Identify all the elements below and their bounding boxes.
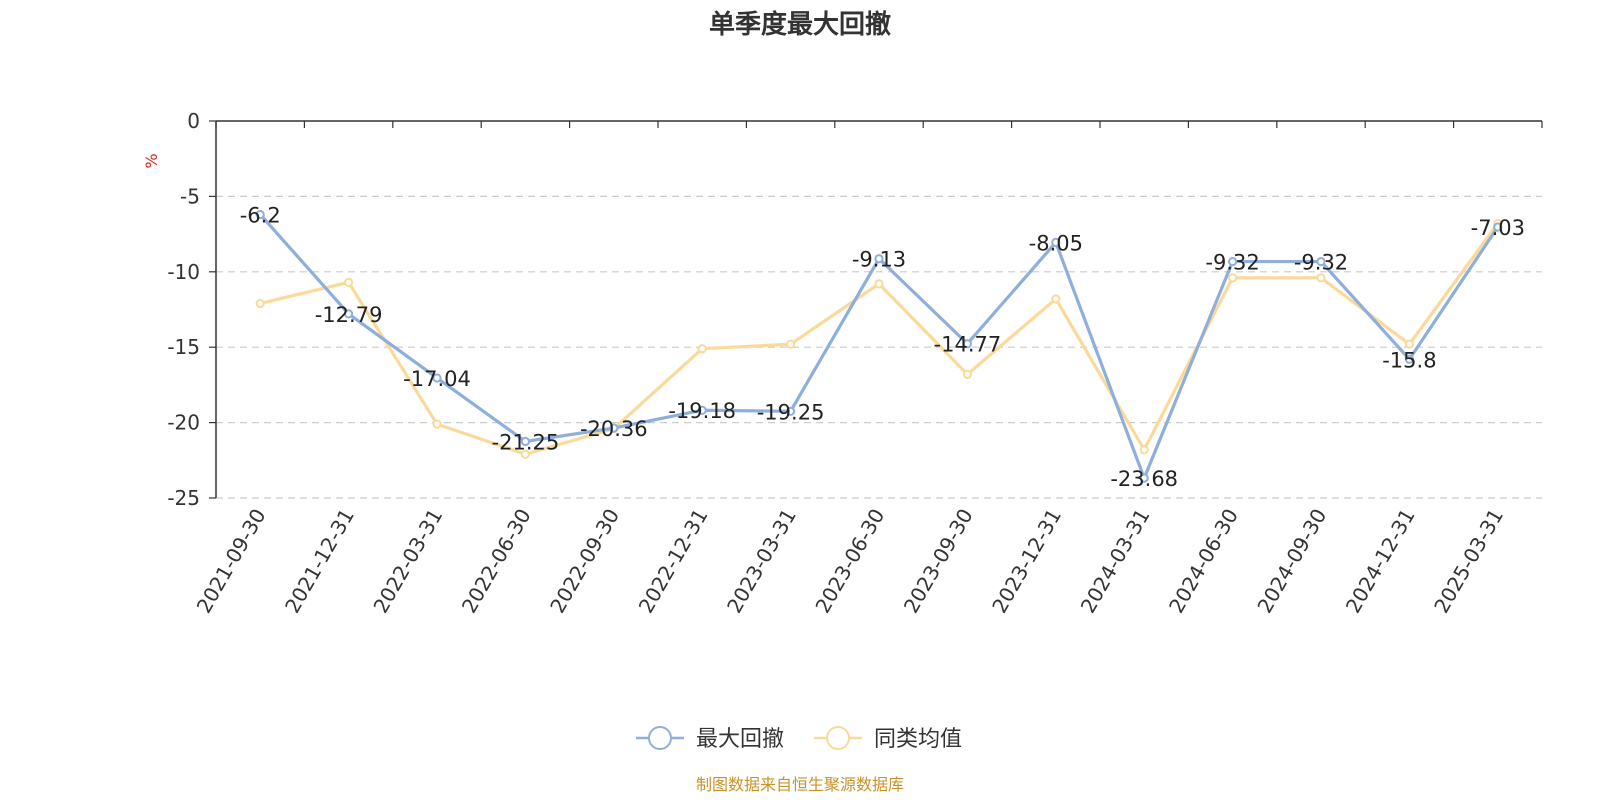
x-tick-label: 2023-12-31 xyxy=(987,505,1066,618)
legend-item-1[interactable]: 同类均值 xyxy=(814,726,962,752)
series-point-0[interactable] xyxy=(786,406,796,416)
series-0 xyxy=(255,209,1503,483)
series-point-0[interactable] xyxy=(1404,354,1415,364)
series-point-1[interactable] xyxy=(1404,339,1415,349)
series-point-0[interactable] xyxy=(1228,256,1238,267)
series-point-1[interactable] xyxy=(520,449,531,459)
x-tick-label: 2022-09-30 xyxy=(545,505,624,618)
series-1 xyxy=(255,218,1503,459)
x-tick-label: 2024-09-30 xyxy=(1252,505,1331,618)
series-point-1[interactable] xyxy=(344,277,354,287)
x-tick-label: 2022-12-31 xyxy=(634,505,713,618)
x-tick-label: 2022-03-31 xyxy=(368,505,447,618)
series-point-1[interactable] xyxy=(255,298,265,309)
data-label: -7.03 xyxy=(1471,216,1525,240)
series-point-0[interactable] xyxy=(1139,473,1149,483)
series-point-0[interactable] xyxy=(697,405,707,415)
data-label: -12.79 xyxy=(315,303,383,327)
series-point-1[interactable] xyxy=(962,369,973,379)
grid-lines xyxy=(216,195,1542,499)
data-label: -19.18 xyxy=(668,399,736,423)
data-label: -19.25 xyxy=(757,400,825,424)
data-label: -9.32 xyxy=(1205,251,1259,275)
y-tick-label: -25 xyxy=(167,486,200,510)
chart-title: 单季度最大回撤 xyxy=(709,9,891,40)
data-label: -8.05 xyxy=(1029,231,1083,255)
series-point-1[interactable] xyxy=(786,339,796,349)
series-point-1[interactable] xyxy=(1316,273,1326,283)
data-label: -9.32 xyxy=(1294,251,1348,275)
source-note: 制图数据来自恒生聚源数据库 xyxy=(696,775,904,794)
series-point-0[interactable] xyxy=(962,339,973,349)
series-point-1[interactable] xyxy=(1139,445,1149,455)
x-tick-label: 2024-03-31 xyxy=(1076,505,1155,618)
y-tick-label: -5 xyxy=(180,184,200,208)
data-label: -23.68 xyxy=(1110,467,1178,491)
y-tick-label: -15 xyxy=(167,335,200,359)
series-point-0[interactable] xyxy=(1051,237,1061,247)
series-point-1[interactable] xyxy=(1051,294,1061,304)
x-tick-label: 2024-06-30 xyxy=(1164,505,1243,618)
series-layer xyxy=(255,209,1503,483)
x-tick-label: 2021-09-30 xyxy=(192,505,271,618)
x-tick-label: 2022-06-30 xyxy=(457,505,536,618)
data-label: -17.04 xyxy=(403,367,471,391)
series-point-1[interactable] xyxy=(874,279,884,289)
x-tick-label: 2021-12-31 xyxy=(280,505,359,618)
series-point-1[interactable] xyxy=(432,419,442,429)
series-point-0[interactable] xyxy=(1316,256,1326,267)
y-tick-label: -20 xyxy=(167,411,200,435)
data-label: -15.8 xyxy=(1382,348,1436,372)
series-point-1[interactable] xyxy=(697,344,707,354)
data-label: -21.25 xyxy=(492,430,560,454)
series-point-0[interactable] xyxy=(432,373,442,383)
series-point-0[interactable] xyxy=(255,209,265,220)
series-point-0[interactable] xyxy=(520,436,531,447)
y-tick-label: 0 xyxy=(187,109,200,133)
legend-swatch-circle xyxy=(826,726,850,750)
x-tick-label: 2023-06-30 xyxy=(810,505,889,618)
legend-label: 同类均值 xyxy=(874,727,962,752)
legend-swatch-circle xyxy=(648,726,672,750)
x-tick-label: 2025-03-31 xyxy=(1429,505,1508,618)
data-label: -14.77 xyxy=(934,333,1002,357)
series-point-0[interactable] xyxy=(344,309,354,319)
legend-item-0[interactable]: 最大回撤 xyxy=(636,726,784,752)
data-labels: -6.2 -12.79 -17.04 -21.25 -20.36 -19.18 -19.25… xyxy=(240,203,1525,491)
data-label: -6.2 xyxy=(240,203,281,227)
x-tick-label: 2023-03-31 xyxy=(722,505,801,618)
data-label: -20.36 xyxy=(580,417,648,441)
data-label: -9.13 xyxy=(852,248,906,272)
y-tick-label: -10 xyxy=(167,260,200,284)
x-tick-label: 2024-12-31 xyxy=(1341,505,1420,618)
series-point-0[interactable] xyxy=(609,423,619,433)
y-axis-unit: % xyxy=(142,153,161,168)
legend-label: 最大回撤 xyxy=(696,727,784,752)
x-tick-label: 2023-09-30 xyxy=(899,505,978,618)
series-point-0[interactable] xyxy=(874,254,884,264)
series-point-1[interactable] xyxy=(1228,273,1238,283)
legend: 最大回撤 同类均值 xyxy=(636,726,962,752)
series-point-0[interactable] xyxy=(1493,222,1503,232)
